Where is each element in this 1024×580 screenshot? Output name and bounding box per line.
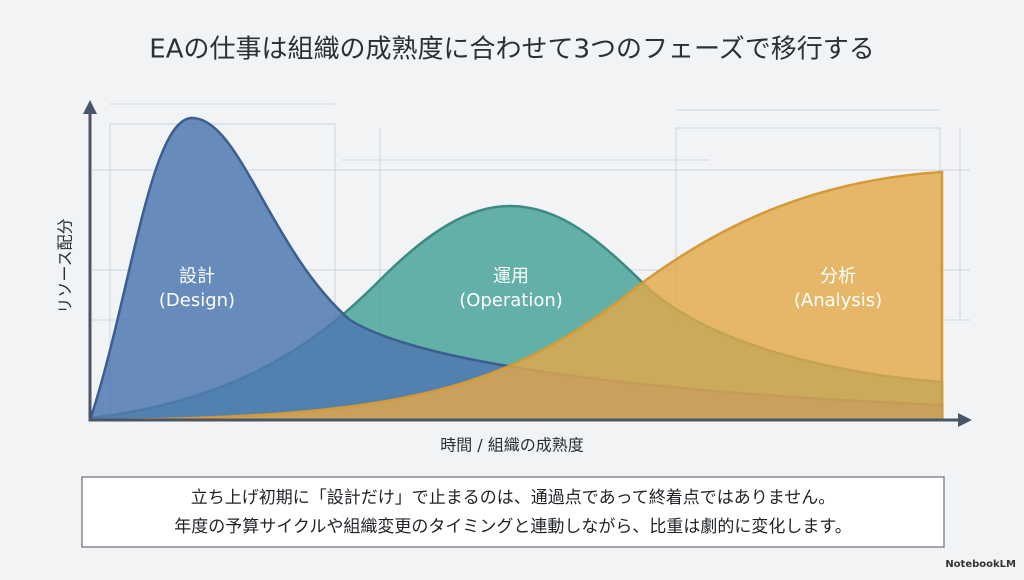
caption-box [81,476,945,548]
brand: NotebookLM [945,559,1016,570]
y-axis-arrow [83,100,97,114]
phase-label: (Analysis) [794,290,882,311]
phase-label: (Operation) [459,290,563,311]
analysis-area [89,170,944,422]
phase-label: (Design) [159,290,235,311]
phase-name: 設計 [179,266,215,287]
caption-line: 年度の予算サイクルや組織変更のタイミングと連動しながら、比重は劇的に変化します。 [174,517,851,537]
y-axis-label: リソース配分 [56,218,75,313]
caption-line: 立ち上げ初期に「設計だけ」で止まるのは、通過点であって終着点ではありません。 [191,488,835,508]
title: EAの仕事は組織の成熟度に合わせて3つのフェーズで移行する [149,35,874,65]
phase-name: 運用 [493,266,529,287]
phase-name: 分析 [820,266,856,287]
x-axis-label: 時間 / 組織の成熟度 [440,436,584,455]
x-axis-arrow [958,413,972,427]
